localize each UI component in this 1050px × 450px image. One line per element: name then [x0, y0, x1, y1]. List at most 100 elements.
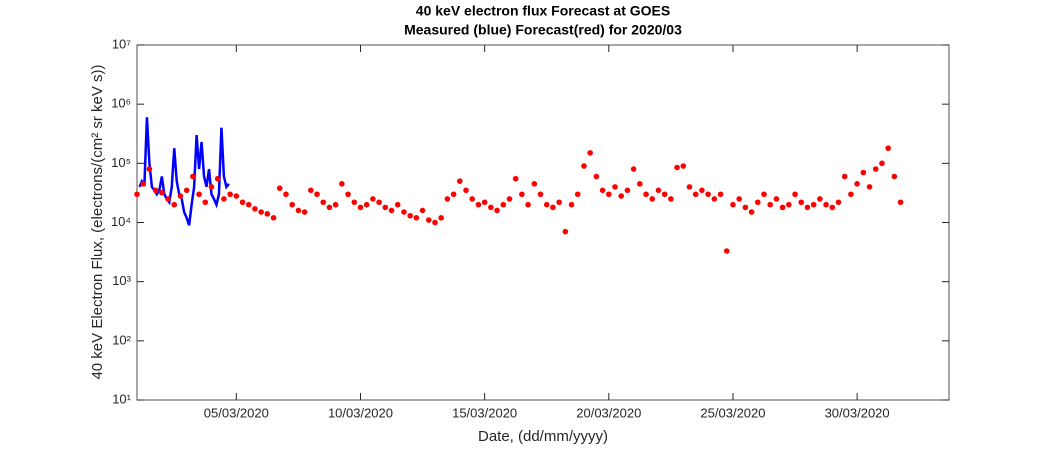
- data-point: [649, 196, 656, 202]
- data-point: [140, 181, 147, 187]
- data-point: [227, 191, 233, 198]
- data-point: [599, 187, 606, 194]
- y-tick-label: 10⁷: [112, 36, 131, 51]
- data-point: [525, 201, 531, 208]
- data-point: [301, 209, 308, 215]
- data-point: [345, 191, 351, 198]
- data-point: [779, 204, 786, 211]
- y-tick-label: 10¹: [112, 391, 131, 406]
- data-point: [817, 196, 823, 202]
- x-tick-label: 25/03/2020: [700, 405, 765, 420]
- data-point: [245, 201, 252, 208]
- data-point: [308, 187, 314, 194]
- data-point: [339, 181, 345, 187]
- data-point: [786, 201, 792, 208]
- x-tick-label: 15/03/2020: [452, 405, 517, 420]
- data-point: [885, 145, 891, 152]
- data-point: [413, 215, 420, 221]
- data-point: [730, 201, 736, 208]
- data-point: [606, 191, 612, 198]
- data-point: [742, 204, 749, 211]
- data-point: [773, 196, 780, 202]
- data-point: [152, 187, 159, 194]
- data-point: [537, 191, 544, 198]
- data-point: [351, 199, 358, 206]
- y-axis-label: 40 keV Electron Flux, (electrons/(cm² sr…: [89, 64, 106, 379]
- data-point: [320, 199, 327, 206]
- data-point: [506, 196, 513, 202]
- data-point: [736, 196, 742, 202]
- data-point: [202, 199, 209, 206]
- data-point: [171, 201, 178, 208]
- data-point: [587, 150, 593, 156]
- data-point: [879, 160, 885, 167]
- data-point: [866, 184, 873, 190]
- data-point: [823, 201, 829, 208]
- data-point: [239, 199, 246, 206]
- data-point: [754, 199, 761, 206]
- data-point: [723, 248, 730, 254]
- data-point: [841, 173, 848, 180]
- x-tick-label: 20/03/2020: [576, 405, 641, 420]
- data-point: [475, 201, 482, 208]
- data-point: [500, 201, 507, 208]
- x-axis-label: Date, (dd/mm/yyyy): [478, 428, 608, 445]
- data-point: [860, 169, 867, 176]
- data-point: [674, 164, 680, 171]
- data-point: [848, 191, 854, 198]
- data-point: [457, 178, 463, 184]
- data-point: [767, 201, 774, 208]
- data-point: [463, 187, 469, 194]
- data-point: [159, 189, 165, 196]
- data-point: [214, 175, 221, 182]
- data-point: [190, 173, 196, 180]
- data-point: [388, 207, 395, 214]
- data-point: [798, 199, 805, 206]
- y-tick-label: 10²: [112, 332, 131, 347]
- data-point: [432, 219, 438, 226]
- x-tick-label: 30/03/2020: [825, 405, 890, 420]
- data-point: [270, 215, 277, 221]
- data-point: [792, 191, 798, 198]
- data-point: [314, 191, 320, 198]
- data-point: [872, 166, 879, 172]
- data-point: [630, 166, 637, 172]
- data-point: [699, 187, 705, 194]
- data-point: [761, 191, 767, 198]
- data-point: [680, 163, 687, 169]
- data-point: [550, 204, 556, 211]
- data-point: [488, 204, 494, 211]
- data-point: [146, 166, 153, 172]
- data-point: [208, 184, 215, 190]
- data-point: [165, 196, 171, 202]
- x-tick-label: 05/03/2020: [204, 405, 269, 420]
- data-point: [252, 206, 258, 212]
- data-point: [643, 191, 649, 198]
- data-point: [568, 201, 575, 208]
- data-point: [283, 191, 289, 198]
- y-tick-label: 10⁴: [111, 214, 131, 229]
- data-point: [177, 193, 184, 199]
- data-point: [804, 204, 811, 211]
- data-point: [748, 209, 755, 215]
- data-point: [134, 191, 140, 198]
- data-point: [692, 191, 699, 198]
- data-point: [382, 204, 389, 211]
- data-point: [711, 196, 718, 202]
- data-point: [258, 209, 264, 215]
- data-point: [494, 207, 500, 214]
- data-point: [897, 199, 904, 206]
- data-point: [705, 191, 711, 198]
- data-point: [531, 181, 538, 187]
- data-point: [425, 217, 432, 223]
- data-point: [655, 187, 662, 194]
- data-point: [668, 196, 674, 202]
- data-point: [891, 173, 898, 180]
- data-point: [624, 187, 631, 194]
- data-point: [543, 201, 550, 208]
- data-point: [376, 199, 382, 206]
- data-point: [394, 201, 401, 208]
- data-point: [264, 211, 271, 217]
- data-point: [612, 184, 618, 190]
